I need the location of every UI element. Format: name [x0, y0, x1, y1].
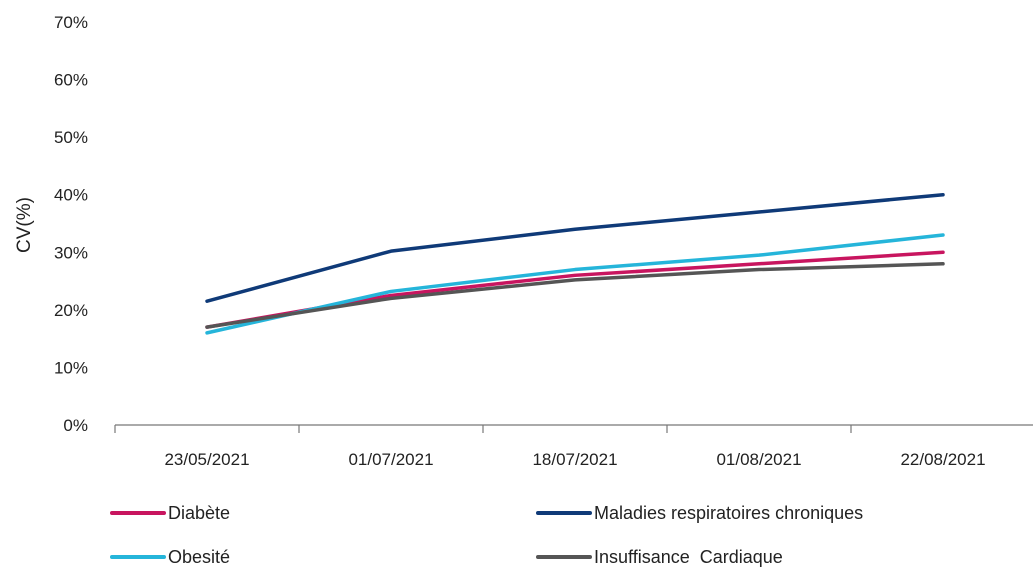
legend-label: Diabète [168, 503, 230, 523]
y-axis-title: CV(%) [14, 197, 35, 253]
series-line [205, 250, 945, 329]
y-tick-label: 20% [54, 301, 88, 320]
series-lines [205, 192, 945, 335]
x-tick-label: 01/08/2021 [716, 450, 801, 469]
y-tick-labels: 0% 10% 20% 30% 40% 50% 60% 70% [54, 13, 88, 435]
y-tick-label: 30% [54, 243, 88, 262]
x-tick-label: 22/08/2021 [900, 450, 985, 469]
y-tick-label: 10% [54, 358, 88, 377]
legend: Diabète Maladies respiratoires chroniques… [110, 503, 863, 567]
x-tick-labels: 23/05/2021 01/07/2021 18/07/2021 01/08/2021… [164, 450, 985, 469]
y-tick-label: 40% [54, 186, 88, 205]
series-line [205, 233, 945, 335]
legend-label: Maladies respiratoires chroniques [594, 503, 863, 523]
y-axis-title-group: CV(%) [14, 197, 35, 253]
series-line [205, 262, 945, 329]
x-axis [114, 424, 1033, 433]
y-tick-label: 60% [54, 71, 88, 90]
x-tick-label: 23/05/2021 [164, 450, 249, 469]
series-line [205, 192, 945, 303]
legend-label: Obesité [168, 547, 230, 567]
x-tick-label: 18/07/2021 [532, 450, 617, 469]
x-tick-label: 01/07/2021 [348, 450, 433, 469]
y-tick-label: 0% [63, 416, 88, 435]
y-tick-label: 70% [54, 13, 88, 32]
y-tick-label: 50% [54, 128, 88, 147]
legend-label: Insuffisance Cardiaque [594, 547, 783, 567]
